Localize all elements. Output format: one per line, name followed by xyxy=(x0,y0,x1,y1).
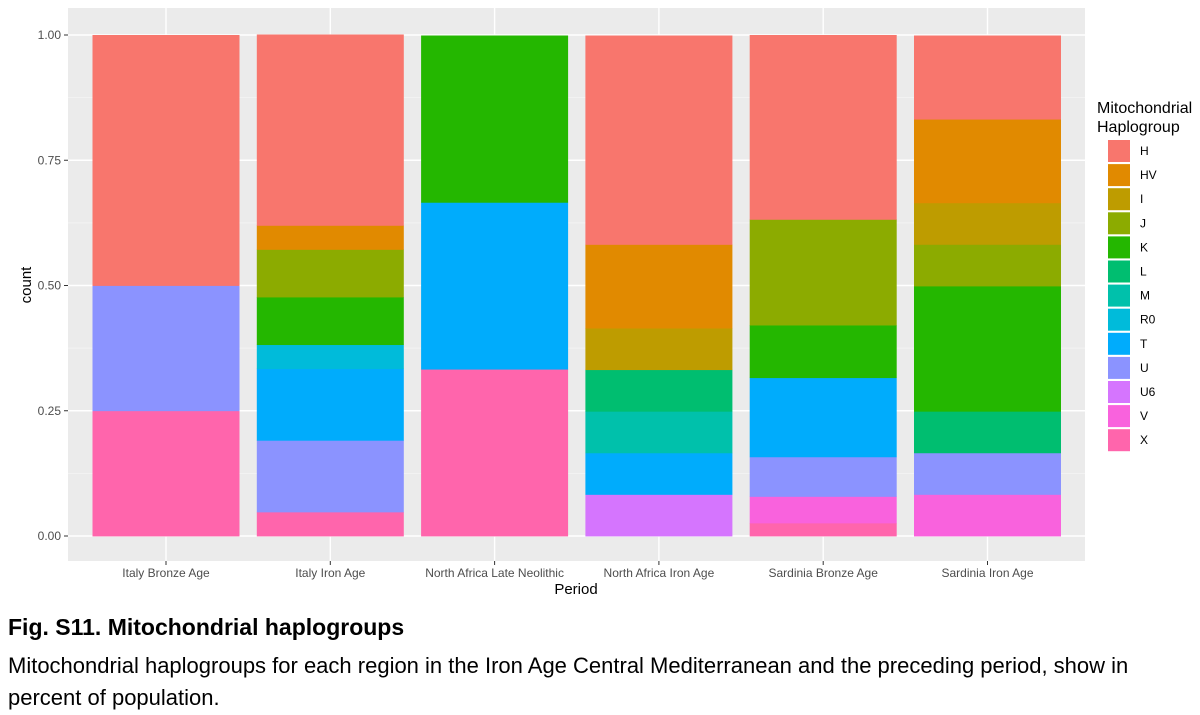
y-tick-label: 0.25 xyxy=(38,404,62,418)
legend-title-line-1: Mitochondrial xyxy=(1097,100,1192,117)
bar-segment-sardinia-iron-age-hv xyxy=(914,119,1061,204)
legend-key-k xyxy=(1108,236,1130,259)
bar-segment-north-africa-late-neolithic-x xyxy=(421,369,569,537)
figure-caption-title: Fig. S11. Mitochondrial haplogroups xyxy=(8,614,405,640)
legend-label-i: I xyxy=(1140,192,1143,206)
legend-key-t xyxy=(1108,332,1130,355)
bar-segment-sardinia-iron-age-j xyxy=(914,244,1061,287)
haplogroup-stacked-bar-chart: 0.000.250.500.751.00 Italy Bronze Age Ita… xyxy=(18,8,1192,598)
legend-label-t: T xyxy=(1140,337,1148,351)
y-axis: 0.00 0.25 0.50 0.75 1.00 xyxy=(38,28,68,543)
legend-key-m xyxy=(1108,284,1130,307)
bar-segment-sardinia-iron-age-v xyxy=(914,494,1061,537)
y-tick-label: 0.75 xyxy=(38,153,62,167)
x-tick-label: Sardinia Bronze Age xyxy=(768,566,878,580)
legend-label-u6: U6 xyxy=(1140,385,1156,399)
bar-segment-italy-iron-age-k xyxy=(256,297,404,346)
stacked-bars xyxy=(92,34,1061,537)
legend-label-k: K xyxy=(1140,240,1148,254)
legend-label-l: L xyxy=(1140,265,1147,279)
bar-segment-sardinia-iron-age-k xyxy=(914,286,1061,412)
x-tick-label: North Africa Late Neolithic xyxy=(425,566,564,580)
x-tick-label: North Africa Iron Age xyxy=(604,566,715,580)
bar-segment-italy-bronze-age-h xyxy=(92,35,240,286)
legend-label-h: H xyxy=(1140,144,1149,158)
legend-key-x xyxy=(1108,429,1130,452)
legend-key-v xyxy=(1108,405,1130,428)
legend-label-r0: R0 xyxy=(1140,313,1156,327)
legend-label-v: V xyxy=(1140,409,1148,423)
legend-key-r0 xyxy=(1108,308,1130,331)
legend-key-u6 xyxy=(1108,381,1130,403)
bar-segment-sardinia-iron-age-h xyxy=(914,35,1061,120)
bar-segment-italy-bronze-age-u xyxy=(92,285,240,412)
bar-segment-italy-iron-age-hv xyxy=(256,225,404,250)
y-tick-label: 0.00 xyxy=(38,529,62,543)
legend-label-m: M xyxy=(1140,289,1150,303)
x-axis-title: Period xyxy=(554,581,597,598)
bar-segment-sardinia-bronze-age-t xyxy=(749,377,897,458)
bar-segment-italy-iron-age-u xyxy=(256,440,404,513)
bar-segment-italy-iron-age-r0 xyxy=(256,344,404,370)
bar-segment-sardinia-bronze-age-k xyxy=(749,325,897,379)
bar-segment-sardinia-bronze-age-j xyxy=(749,219,897,326)
bar-segment-italy-iron-age-h xyxy=(256,34,404,226)
bar-segment-sardinia-iron-age-l xyxy=(914,411,1061,454)
bar-segment-italy-bronze-age-x xyxy=(92,410,240,537)
legend-title-line-2: Haplogroup xyxy=(1097,119,1180,136)
legend-key-i xyxy=(1108,188,1130,211)
x-tick-label: Italy Iron Age xyxy=(295,566,365,580)
legend-key-l xyxy=(1108,260,1130,283)
legend-key-j xyxy=(1108,212,1130,235)
y-axis-title: count xyxy=(18,266,35,304)
bar-segment-sardinia-bronze-age-v xyxy=(749,496,897,524)
legend-label-u: U xyxy=(1140,361,1149,375)
legend-label-x: X xyxy=(1140,433,1148,447)
bar-segment-sardinia-bronze-age-h xyxy=(749,35,897,220)
legend-label-hv: HV xyxy=(1140,168,1157,182)
bar-segment-north-africa-iron-age-l xyxy=(585,369,733,412)
legend-key-h xyxy=(1108,140,1130,162)
bar-segment-north-africa-iron-age-u6 xyxy=(585,494,733,537)
bar-segment-italy-iron-age-j xyxy=(256,249,404,298)
x-tick-label: Sardinia Iron Age xyxy=(941,566,1033,580)
bar-segment-north-africa-late-neolithic-k xyxy=(421,35,569,203)
y-tick-label: 0.50 xyxy=(38,279,62,293)
bar-segment-north-africa-late-neolithic-t xyxy=(421,202,569,370)
legend-key-hv xyxy=(1108,164,1130,187)
x-axis: Italy Bronze Age Italy Iron Age North Afri… xyxy=(122,561,1034,580)
bar-segment-north-africa-iron-age-m xyxy=(585,411,733,454)
x-tick-label: Italy Bronze Age xyxy=(122,566,210,580)
bar-segment-sardinia-iron-age-i xyxy=(914,202,1061,245)
bar-segment-sardinia-bronze-age-u xyxy=(749,456,897,497)
bar-segment-sardinia-bronze-age-x xyxy=(749,522,897,537)
bar-segment-north-africa-iron-age-t xyxy=(585,452,733,495)
bar-segment-north-africa-iron-age-i xyxy=(585,328,733,371)
bar-segment-sardinia-iron-age-u xyxy=(914,452,1061,495)
bar-segment-north-africa-iron-age-hv xyxy=(585,244,733,329)
y-tick-label: 1.00 xyxy=(38,28,62,42)
legend-label-j: J xyxy=(1140,216,1146,230)
bar-segment-italy-iron-age-x xyxy=(256,511,404,537)
bar-segment-north-africa-iron-age-h xyxy=(585,35,733,245)
figure-caption-text: Mitochondrial haplogroups for each regio… xyxy=(8,653,1129,710)
legend-key-u xyxy=(1108,356,1130,379)
bar-segment-italy-iron-age-t xyxy=(256,368,404,441)
